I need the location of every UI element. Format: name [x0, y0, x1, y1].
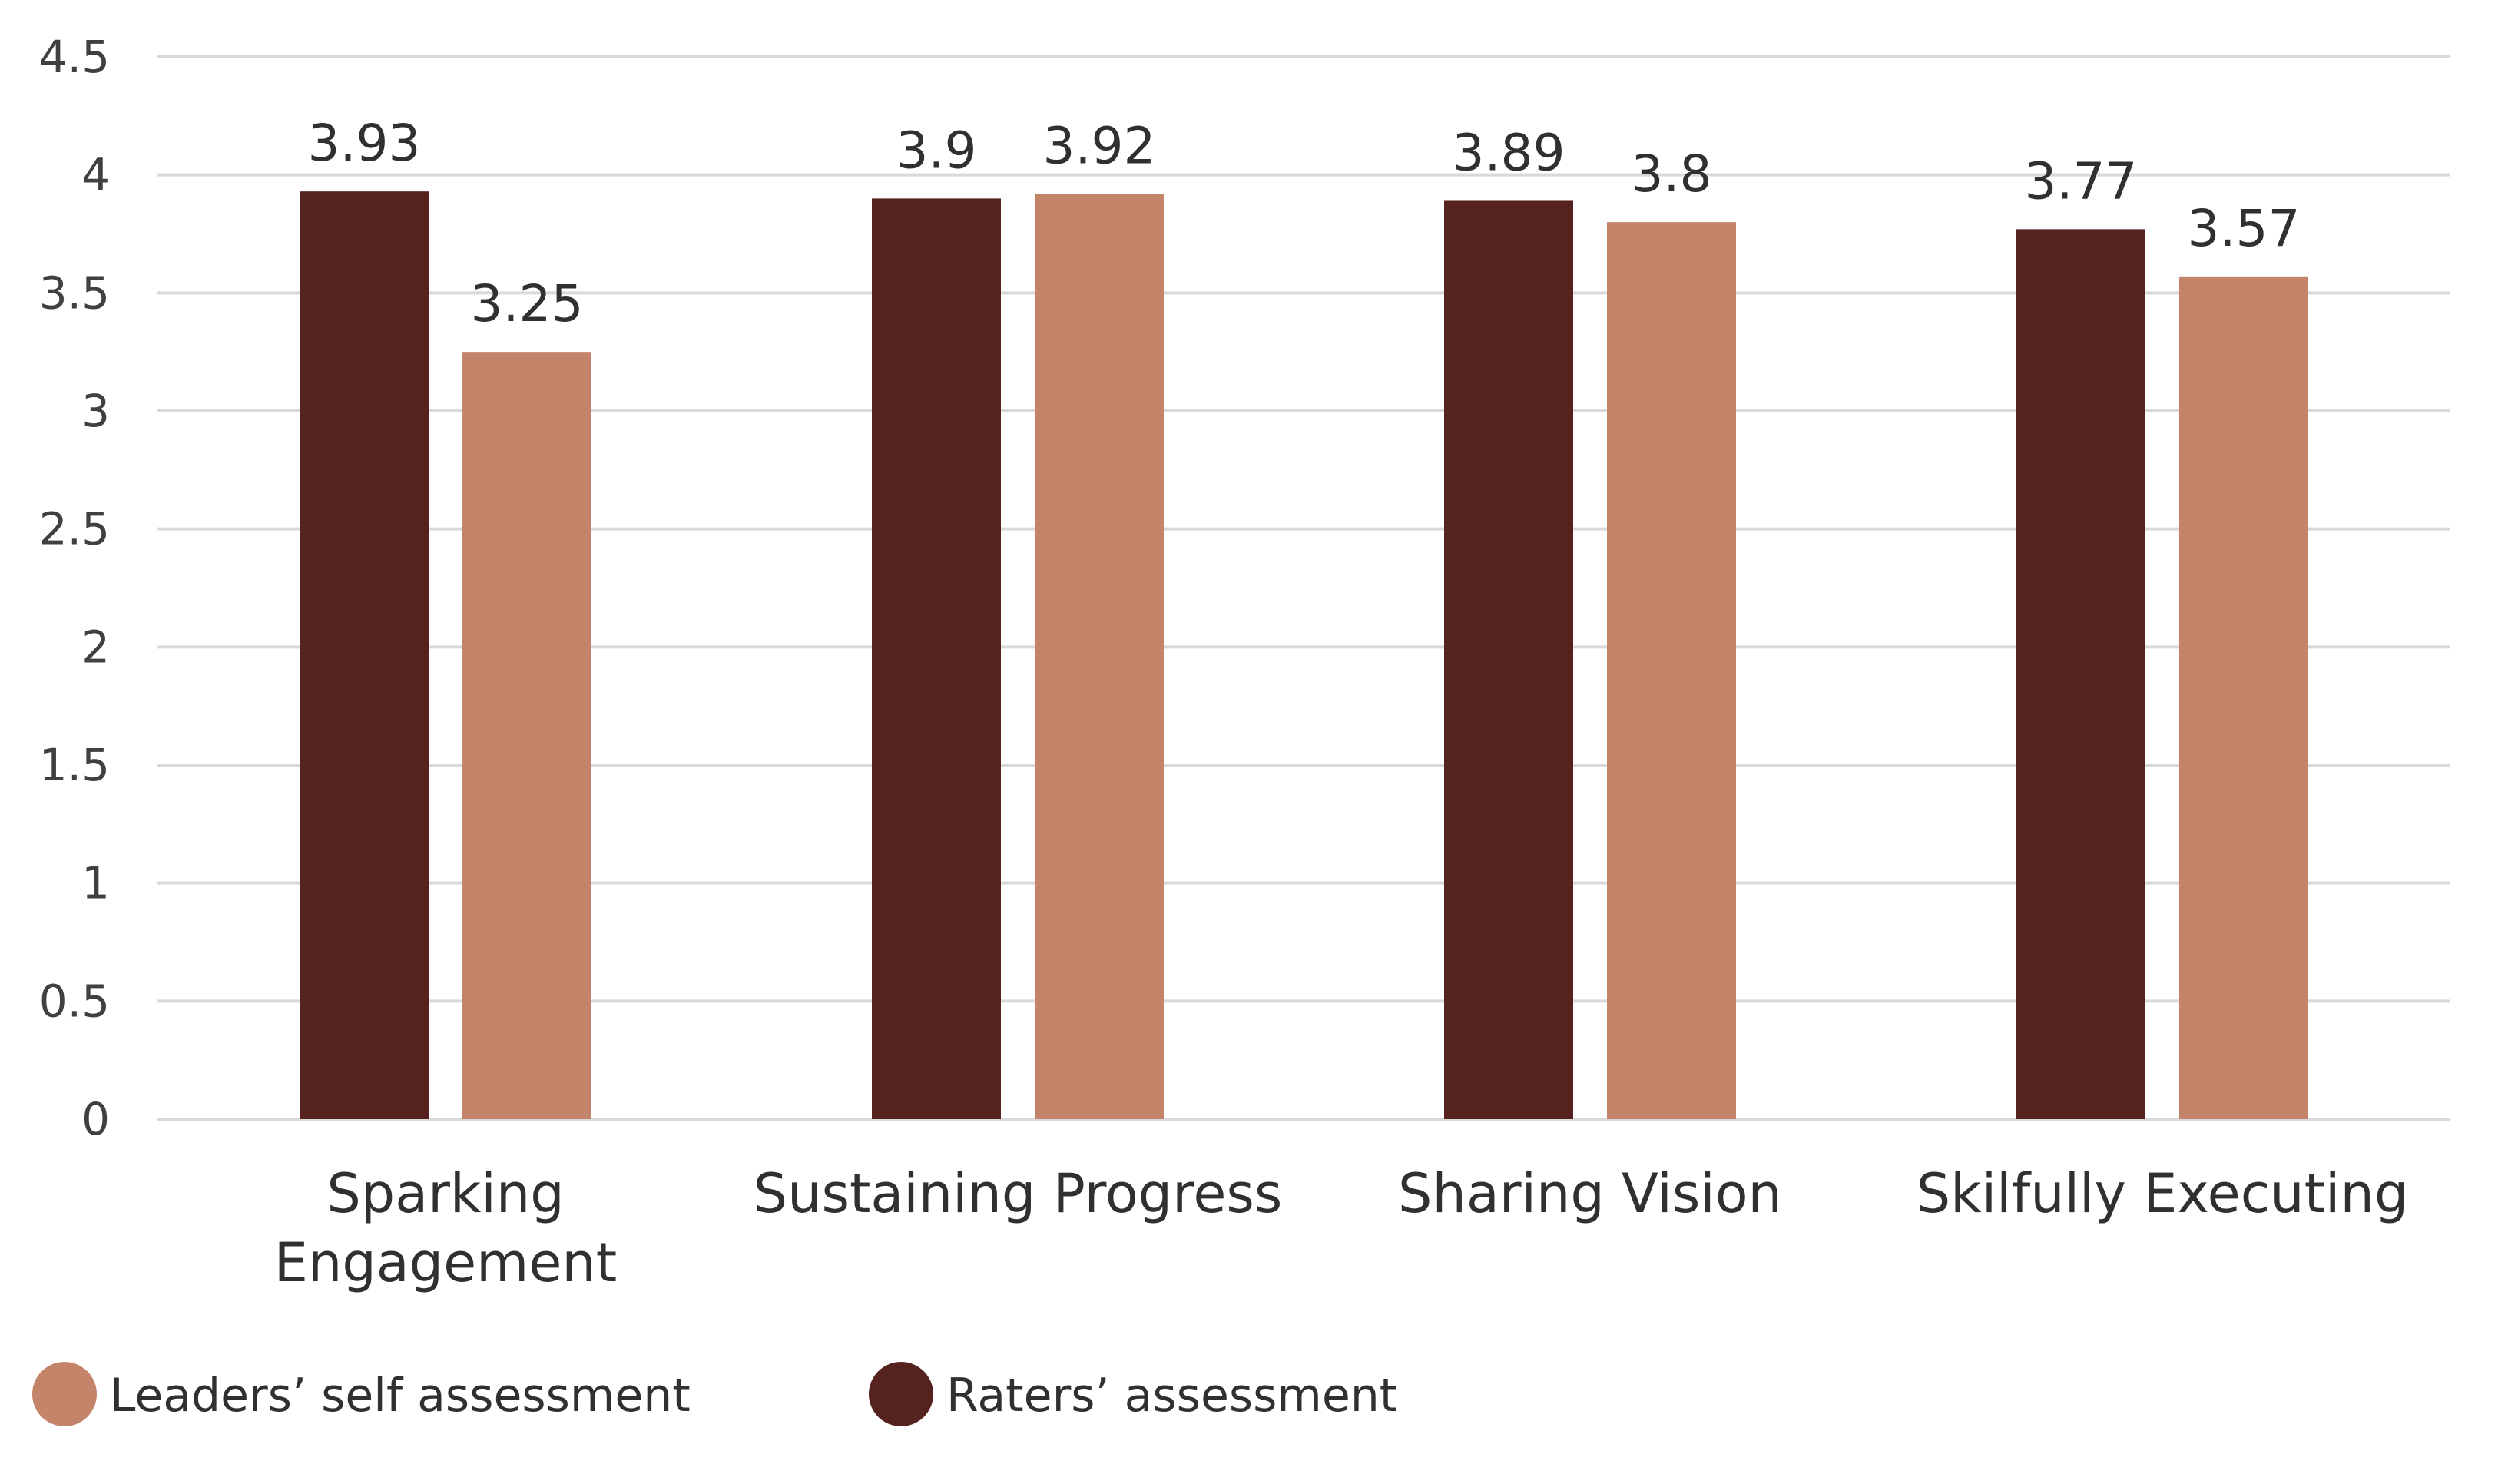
y-tick-label: 4	[81, 149, 110, 201]
data-label: 3.57	[2188, 199, 2301, 258]
category-label: Sparking	[326, 1162, 564, 1225]
data-label: 3.25	[471, 274, 584, 333]
data-label: 3.89	[1453, 123, 1565, 182]
y-tick-label: 1.5	[39, 739, 110, 791]
y-tick-label: 3.5	[39, 267, 110, 319]
data-label: 3.93	[308, 114, 421, 173]
y-tick-label: 2	[81, 621, 110, 673]
legend-marker	[869, 1362, 933, 1426]
bar-raters	[1444, 200, 1573, 1119]
y-tick-label: 1	[81, 857, 110, 909]
y-tick-label: 4.5	[39, 31, 110, 83]
y-tick-label: 0	[81, 1093, 110, 1145]
bar-leaders	[2179, 276, 2308, 1119]
bar-raters	[300, 191, 429, 1120]
category-label: Engagement	[274, 1231, 618, 1294]
category-label: Sustaining Progress	[754, 1162, 1283, 1225]
category-label: Sharing Vision	[1398, 1162, 1782, 1225]
data-label: 3.9	[896, 121, 977, 180]
bar-leaders	[1607, 222, 1736, 1120]
legend-label: Raters’ assessment	[946, 1369, 1397, 1423]
bar-raters	[2016, 229, 2145, 1120]
y-tick-label: 3	[81, 385, 110, 437]
legend-label: Leaders’ self assessment	[110, 1369, 691, 1423]
data-label: 3.77	[2025, 151, 2138, 210]
legend-marker	[32, 1362, 97, 1426]
y-tick-label: 2.5	[39, 503, 110, 555]
y-tick-label: 0.5	[39, 975, 110, 1027]
bar-raters	[872, 198, 1001, 1119]
bar-leaders	[462, 352, 591, 1120]
bar-leaders	[1035, 194, 1164, 1120]
data-label: 3.92	[1043, 116, 1156, 175]
category-label: Skilfully Executing	[1917, 1162, 2409, 1225]
data-label: 3.8	[1632, 144, 1712, 204]
